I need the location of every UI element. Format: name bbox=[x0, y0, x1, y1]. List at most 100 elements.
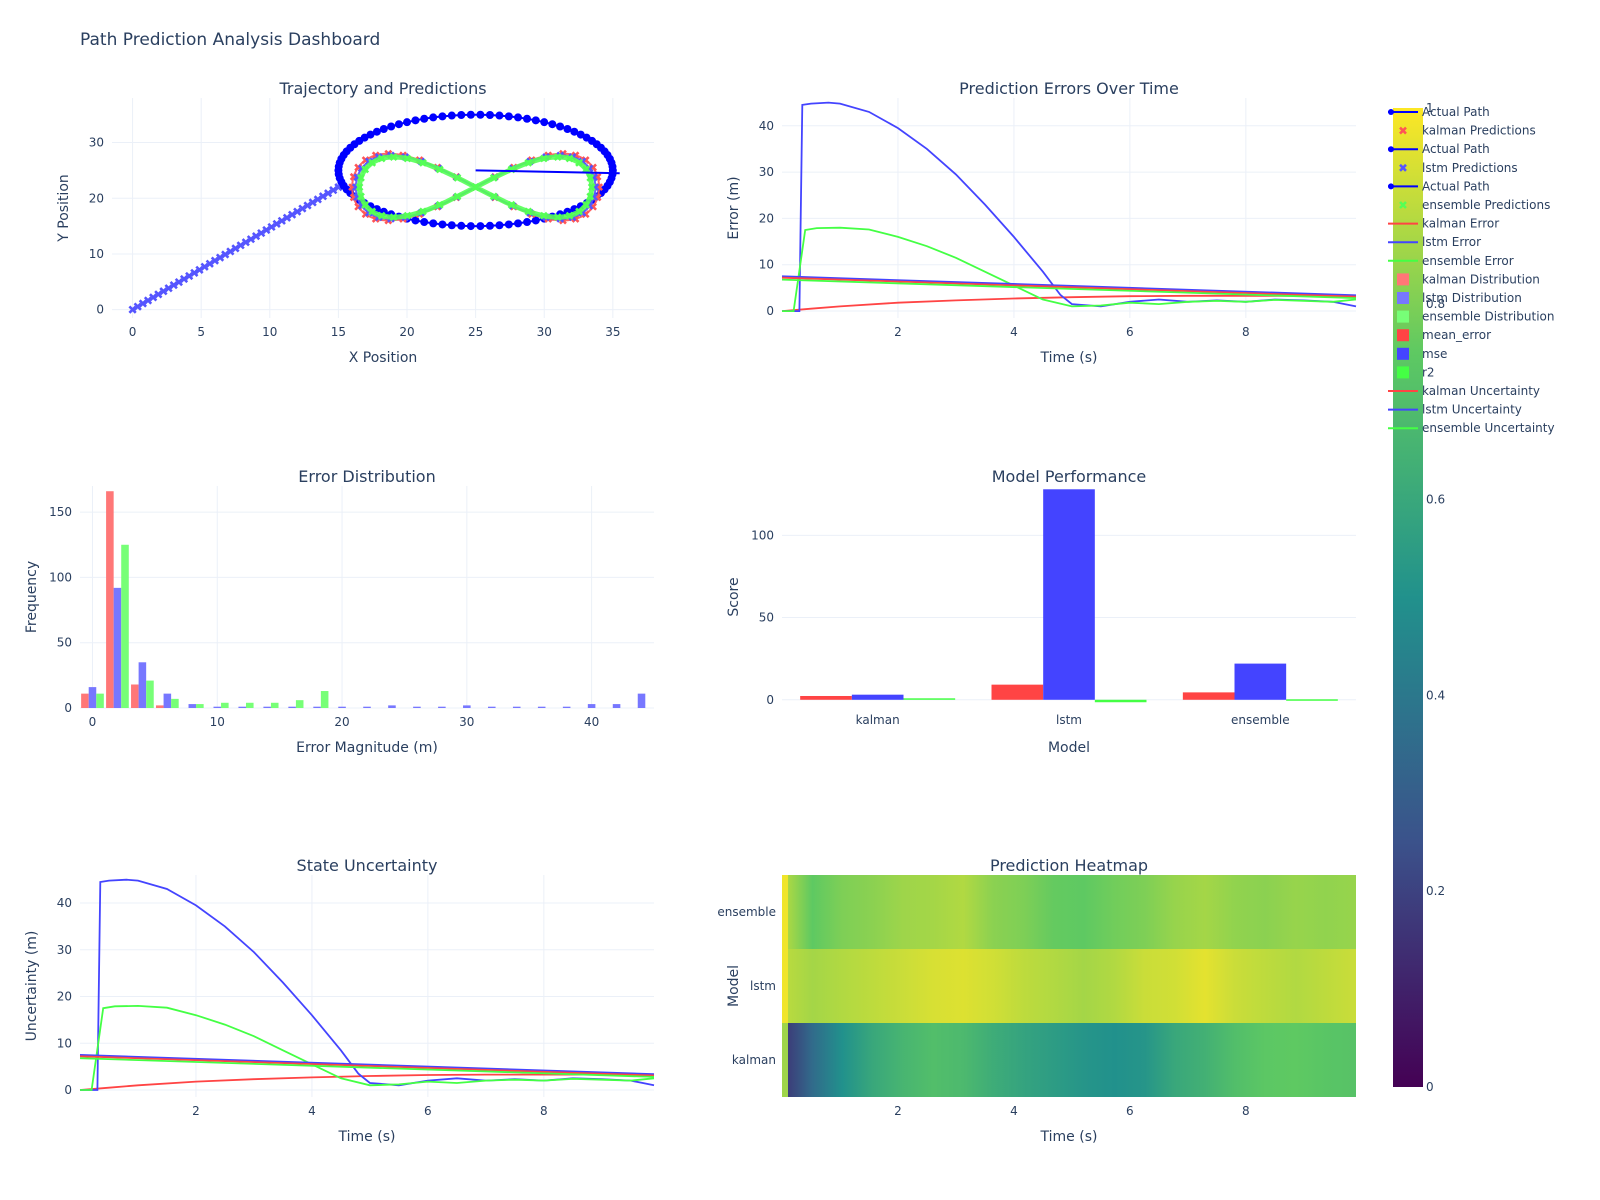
legend-item: lstm Uncertainty bbox=[1388, 403, 1522, 417]
heatmap-edge bbox=[782, 949, 788, 1023]
prediction-marker bbox=[575, 158, 583, 167]
performance-bar bbox=[1286, 699, 1338, 701]
series-line bbox=[782, 226, 1357, 312]
prediction-marker bbox=[524, 207, 533, 216]
prediction-marker bbox=[553, 153, 562, 161]
series-line bbox=[80, 1004, 655, 1091]
histogram-bar bbox=[238, 706, 246, 708]
legend-item: ensemble Error bbox=[1388, 254, 1514, 268]
prediction-marker bbox=[539, 154, 548, 163]
prediction-marker bbox=[582, 200, 590, 209]
x-tick-label: 2 bbox=[894, 1104, 902, 1118]
y-tick-label: 100 bbox=[49, 570, 72, 584]
legend-label: r2 bbox=[1422, 365, 1435, 379]
legend-label: mean_error bbox=[1422, 328, 1491, 342]
y-tick-label: 20 bbox=[759, 211, 774, 225]
y-axis-label: Frequency bbox=[24, 561, 40, 633]
prediction-marker bbox=[355, 183, 364, 192]
x-tick-label: 0 bbox=[129, 325, 137, 339]
trajectory-approach-marker bbox=[318, 192, 328, 201]
legend-item: ensemble Predictions bbox=[1399, 198, 1550, 212]
trajectory-approach-marker bbox=[174, 277, 184, 287]
histogram-bar bbox=[121, 544, 129, 708]
x-tick-label: 30 bbox=[537, 325, 552, 339]
actual-path-point bbox=[379, 125, 388, 134]
trajectory-approach-marker bbox=[200, 262, 209, 271]
actual-path-point bbox=[466, 222, 475, 231]
legend-label: Actual Path bbox=[1422, 179, 1490, 193]
trajectory-approach-marker bbox=[303, 201, 312, 210]
x-axis-label: Error Magnitude (m) bbox=[296, 740, 438, 756]
histogram-bar bbox=[221, 702, 229, 708]
prediction-marker bbox=[489, 192, 498, 201]
actual-path-point bbox=[366, 130, 375, 139]
legend-item: lstm Predictions bbox=[1399, 161, 1518, 175]
histogram-bar bbox=[171, 698, 179, 708]
actual-path-point bbox=[540, 118, 549, 127]
histogram-bar bbox=[288, 706, 296, 708]
legend-swatch bbox=[1397, 273, 1409, 286]
legend-label: mse bbox=[1422, 347, 1447, 361]
legend-swatch bbox=[1397, 310, 1409, 323]
performance-bar bbox=[851, 694, 904, 700]
actual-path-point bbox=[556, 122, 565, 131]
y-axis-label: Y Position bbox=[56, 174, 72, 243]
prediction-marker bbox=[368, 158, 377, 167]
colorbar-tick-label: 0 bbox=[1426, 1080, 1434, 1094]
heatmap-edge bbox=[782, 1023, 788, 1097]
heatmap-edge bbox=[782, 875, 788, 949]
y-tick-label: 0 bbox=[64, 701, 72, 715]
histogram-bar bbox=[146, 680, 154, 708]
category-label: lstm bbox=[1056, 713, 1082, 727]
prediction-marker bbox=[377, 211, 386, 220]
legend-item: kalman Uncertainty bbox=[1388, 384, 1540, 398]
trajectory-approach-marker bbox=[226, 247, 235, 256]
trajectory-approach-marker bbox=[215, 253, 225, 262]
histogram-bar bbox=[131, 684, 139, 708]
actual-path-point bbox=[466, 110, 475, 119]
histogram-bar bbox=[612, 704, 621, 708]
actual-path-point bbox=[485, 111, 494, 120]
legend-item: kalman Predictions bbox=[1399, 124, 1536, 138]
legend-item: Actual Path bbox=[1388, 179, 1490, 193]
subplot-performance: Model Performance Model Score 0 50 100 kalman l… bbox=[726, 467, 1356, 756]
prediction-marker bbox=[368, 207, 377, 216]
legend-item: ensemble Uncertainty bbox=[1388, 421, 1555, 435]
prediction-marker bbox=[587, 183, 596, 192]
actual-path-point bbox=[485, 221, 494, 230]
histogram-bar bbox=[106, 491, 114, 708]
x-axis-label: Time (s) bbox=[1040, 1129, 1098, 1145]
y-tick-label: 0 bbox=[766, 304, 774, 318]
performance-bar bbox=[800, 695, 852, 700]
performance-bar bbox=[1234, 663, 1287, 700]
actual-path-point bbox=[476, 110, 485, 119]
legend: Actual Path kalman Predictions Actual Path… bbox=[1388, 105, 1555, 435]
y-axis-label: Error (m) bbox=[726, 176, 742, 239]
legend-swatch-marker bbox=[1388, 109, 1394, 115]
prediction-marker bbox=[489, 173, 498, 182]
actual-path-point bbox=[420, 114, 429, 123]
heatmap-row bbox=[782, 875, 1356, 949]
legend-swatch bbox=[1399, 163, 1407, 172]
trajectory-approach-marker bbox=[298, 204, 307, 213]
trajectory-approach-marker bbox=[251, 232, 261, 241]
x-tick-label: 10 bbox=[210, 715, 225, 729]
prediction-marker bbox=[403, 154, 412, 163]
subplot-trajectory: Trajectory and Predictions X Position Y Po… bbox=[56, 79, 654, 366]
legend-label: ensemble Predictions bbox=[1422, 198, 1550, 212]
trajectory-approach-marker bbox=[262, 225, 271, 235]
x-tick-label: 5 bbox=[197, 325, 205, 339]
prediction-marker bbox=[361, 200, 370, 209]
legend-label: ensemble Uncertainty bbox=[1422, 421, 1555, 435]
x-tick-label: 6 bbox=[1126, 325, 1134, 339]
legend-label: kalman Uncertainty bbox=[1422, 384, 1540, 398]
histogram-bar bbox=[138, 662, 147, 708]
histogram-bar bbox=[88, 687, 97, 708]
series-line bbox=[781, 294, 1357, 312]
y-axis-label: Score bbox=[726, 577, 742, 616]
trajectory-approach-marker bbox=[195, 265, 204, 274]
actual-path-point bbox=[582, 133, 591, 142]
trajectory-approach-marker bbox=[257, 228, 266, 238]
legend-label: kalman Distribution bbox=[1422, 272, 1540, 286]
